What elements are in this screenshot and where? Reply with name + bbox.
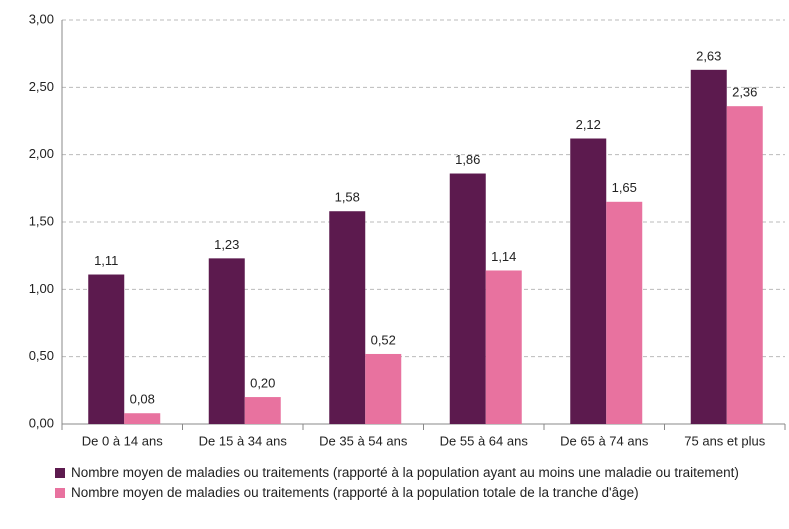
y-tick-label: 1,00 [29, 281, 54, 296]
y-tick-label: 0,00 [29, 415, 54, 430]
bar [726, 106, 763, 424]
bar [690, 69, 727, 425]
bar [244, 397, 281, 424]
data-label: 0,08 [130, 392, 155, 407]
data-label: 1,14 [491, 249, 516, 264]
data-label: 1,11 [94, 253, 118, 268]
y-tick-label: 2,50 [29, 79, 54, 94]
data-label: 1,23 [214, 237, 239, 252]
y-tick-label: 1,50 [29, 213, 54, 228]
y-tick-label: 3,00 [29, 11, 54, 26]
bar [124, 413, 161, 424]
data-label: 0,52 [371, 332, 396, 347]
data-label: 2,36 [732, 85, 757, 100]
data-label: 2,63 [696, 48, 721, 63]
data-label: 0,20 [250, 376, 275, 391]
chart: 0,00 0,50 1,00 1,50 2,00 2,50 3,00 De 0 à 14 an… [29, 11, 786, 448]
legend-swatch [55, 468, 65, 478]
legend-entry: Nombre moyen de maladies ou traitements … [55, 464, 785, 482]
data-label: 1,65 [612, 180, 637, 195]
x-tick-label: De 15 à 34 ans [199, 433, 288, 448]
data-label: 2,12 [576, 117, 601, 132]
bar [485, 270, 522, 424]
legend: Nombre moyen de maladies ou traitements … [55, 464, 785, 504]
legend-swatch [55, 488, 65, 498]
legend-label: Nombre moyen de maladies ou traitements … [71, 465, 739, 480]
bar [606, 201, 643, 424]
bar [570, 138, 607, 425]
data-label: 1,86 [455, 152, 480, 167]
legend-label: Nombre moyen de maladies ou traitements … [71, 485, 639, 500]
bar [365, 353, 402, 424]
legend-entry: Nombre moyen de maladies ou traitements … [55, 484, 785, 502]
bar [208, 258, 245, 424]
x-tick-label: 75 ans et plus [684, 433, 765, 448]
data-label: 1,58 [335, 190, 360, 205]
bar [88, 274, 125, 424]
bar [329, 211, 366, 424]
y-tick-label: 0,50 [29, 348, 54, 363]
bar [449, 173, 486, 424]
x-tick-label: De 65 à 74 ans [560, 433, 649, 448]
y-tick-label: 2,00 [29, 146, 54, 161]
x-tick-label: De 55 à 64 ans [440, 433, 529, 448]
x-tick-label: De 35 à 54 ans [319, 433, 408, 448]
x-tick-label: De 0 à 14 ans [82, 433, 163, 448]
